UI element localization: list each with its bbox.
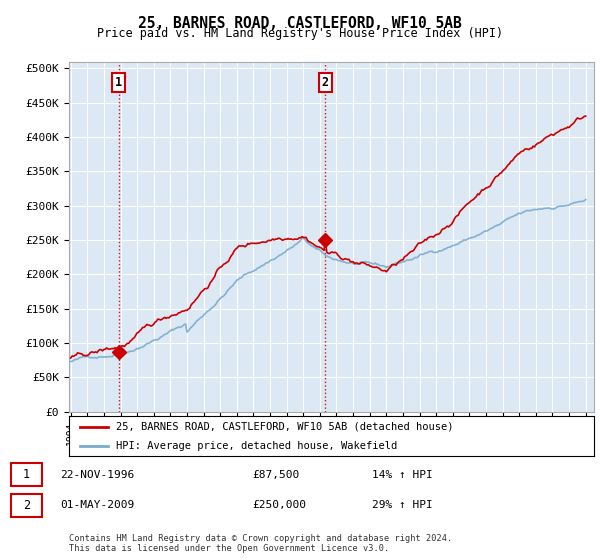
Text: 25, BARNES ROAD, CASTLEFORD, WF10 5AB: 25, BARNES ROAD, CASTLEFORD, WF10 5AB [138,16,462,31]
Text: 1: 1 [115,76,122,88]
Text: 14% ↑ HPI: 14% ↑ HPI [372,470,433,479]
Text: 2: 2 [23,499,30,512]
Text: £250,000: £250,000 [252,501,306,510]
Text: Contains HM Land Registry data © Crown copyright and database right 2024.
This d: Contains HM Land Registry data © Crown c… [69,534,452,553]
Text: 29% ↑ HPI: 29% ↑ HPI [372,501,433,510]
Text: 22-NOV-1996: 22-NOV-1996 [60,470,134,479]
Text: Price paid vs. HM Land Registry's House Price Index (HPI): Price paid vs. HM Land Registry's House … [97,27,503,40]
Text: HPI: Average price, detached house, Wakefield: HPI: Average price, detached house, Wake… [116,441,398,451]
Text: 2: 2 [322,76,329,88]
Text: 1: 1 [23,468,30,481]
Text: 25, BARNES ROAD, CASTLEFORD, WF10 5AB (detached house): 25, BARNES ROAD, CASTLEFORD, WF10 5AB (d… [116,422,454,432]
Text: 01-MAY-2009: 01-MAY-2009 [60,501,134,510]
Text: £87,500: £87,500 [252,470,299,479]
